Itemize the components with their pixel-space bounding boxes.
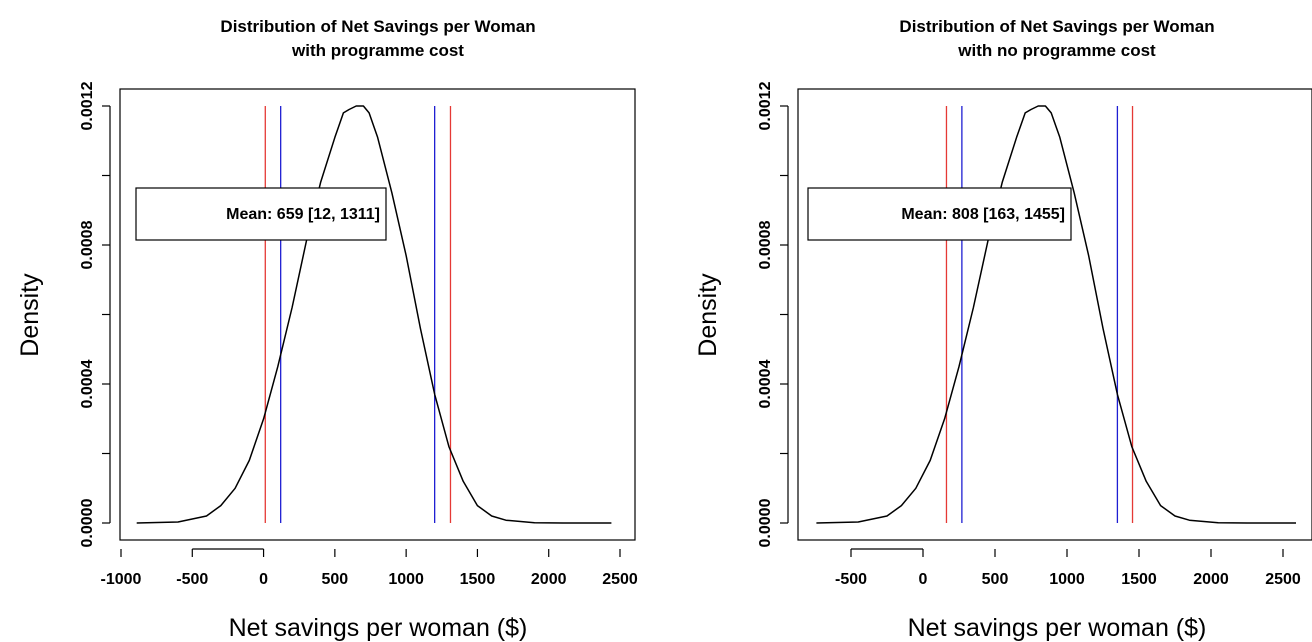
x-axis-title: Net savings per woman ($) xyxy=(229,614,528,642)
x-tick-label: 2000 xyxy=(1193,571,1229,588)
y-tick-label: 0.0004 xyxy=(757,359,774,408)
y-tick-label: 0.0012 xyxy=(757,81,774,130)
y-tick-label: 0.0000 xyxy=(79,498,96,547)
x-tick-label: 2500 xyxy=(602,571,638,588)
y-axis-title: Density xyxy=(694,273,722,357)
x-tick-label: 1500 xyxy=(460,571,496,588)
x-tick-label: 1000 xyxy=(388,571,424,588)
x-tick-label: 1500 xyxy=(1121,571,1157,588)
x-tick-label: -500 xyxy=(835,571,867,588)
x-tick-label: -500 xyxy=(176,571,208,588)
plot-frame xyxy=(119,88,636,541)
y-tick-label: 0.0008 xyxy=(79,220,96,269)
plot-frame xyxy=(797,88,1312,541)
x-tick-label: 2500 xyxy=(1265,571,1301,588)
y-tick-label: 0.0000 xyxy=(757,498,774,547)
y-tick-label: 0.0008 xyxy=(757,220,774,269)
legend-text: Mean: 659 [12, 1311] xyxy=(226,206,380,223)
chart-subtitle: with programme cost xyxy=(291,41,464,60)
x-tick-label: 0 xyxy=(259,571,268,588)
legend-box xyxy=(807,187,1072,241)
legend-box xyxy=(135,187,387,241)
y-axis-title: Density xyxy=(16,273,44,357)
x-tick-label: 500 xyxy=(322,571,349,588)
x-tick-label: 0 xyxy=(919,571,928,588)
x-tick-label: 500 xyxy=(982,571,1009,588)
x-tick-label: 2000 xyxy=(531,571,567,588)
legend-text: Mean: 808 [163, 1455] xyxy=(901,206,1065,223)
y-tick-label: 0.0004 xyxy=(79,359,96,408)
x-tick-label: 1000 xyxy=(1049,571,1085,588)
x-tick-label: -1000 xyxy=(101,571,142,588)
density-curve xyxy=(816,105,1296,524)
density-curve xyxy=(136,105,612,524)
chart-title: Distribution of Net Savings per Woman xyxy=(899,17,1214,36)
chart-panel-2: Distribution of Net Savings per Woman wit… xyxy=(694,17,1312,642)
x-axis-title: Net savings per woman ($) xyxy=(908,614,1207,642)
chart-subtitle: with no programme cost xyxy=(957,41,1156,60)
chart-panel-1: Distribution of Net Savings per Woman wit… xyxy=(16,17,638,642)
chart-title: Distribution of Net Savings per Woman xyxy=(220,17,535,36)
y-tick-label: 0.0012 xyxy=(79,81,96,130)
